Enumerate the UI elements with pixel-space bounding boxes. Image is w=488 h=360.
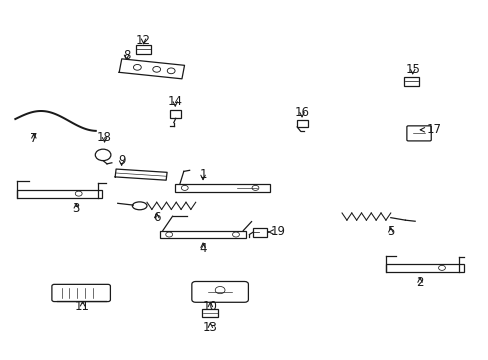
Text: 7: 7	[30, 132, 38, 145]
Bar	[201, 309, 218, 317]
Text: 1: 1	[199, 168, 206, 181]
Text: 4: 4	[199, 242, 206, 255]
Bar	[404, 77, 418, 86]
Text: 13: 13	[203, 320, 217, 333]
Text: 9: 9	[118, 154, 125, 167]
Text: 18: 18	[97, 131, 112, 144]
Text: 14: 14	[167, 95, 183, 108]
Bar	[136, 45, 151, 54]
Text: 17: 17	[419, 123, 441, 136]
Text: 2: 2	[415, 276, 423, 289]
Text: 16: 16	[294, 106, 309, 119]
Text: 8: 8	[122, 49, 130, 62]
Text: 15: 15	[405, 63, 419, 76]
Text: 6: 6	[153, 211, 160, 224]
Text: 12: 12	[136, 33, 151, 47]
Bar	[252, 228, 267, 237]
Text: 11: 11	[75, 300, 90, 313]
Bar	[175, 184, 269, 192]
Bar	[385, 264, 463, 272]
Bar	[160, 230, 245, 238]
Text: 10: 10	[203, 300, 217, 313]
Text: 19: 19	[268, 225, 285, 238]
Bar	[17, 190, 102, 198]
Text: 5: 5	[386, 225, 394, 238]
Bar	[170, 111, 181, 118]
Bar	[297, 121, 307, 127]
Text: 3: 3	[72, 202, 80, 215]
